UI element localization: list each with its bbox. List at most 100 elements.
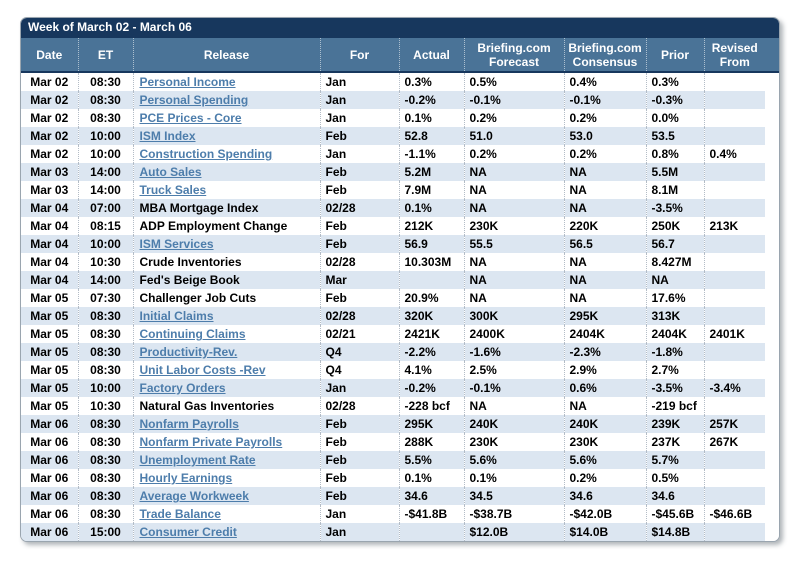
revised-cell <box>703 361 765 379</box>
table-row: Mar 02 08:30 PCE Prices - Core Jan 0.1% … <box>21 109 779 127</box>
prior-cell: -219 bcf <box>645 397 704 415</box>
actual-cell: 288K <box>398 433 464 451</box>
prior-cell: 313K <box>645 307 704 325</box>
release-cell: Factory Orders <box>132 379 320 397</box>
revised-cell <box>703 181 765 199</box>
consensus-cell: 5.6% <box>563 451 646 469</box>
release-link[interactable]: Hourly Earnings <box>139 471 233 485</box>
release-link[interactable]: Construction Spending <box>139 147 273 161</box>
consensus-cell: NA <box>563 253 646 271</box>
release-link[interactable]: Productivity-Rev. <box>139 345 238 359</box>
date-cell: Mar 05 <box>21 397 78 415</box>
et-cell: 08:30 <box>77 109 133 127</box>
actual-cell: -0.2% <box>398 91 464 109</box>
release-text: ADP Employment Change <box>139 219 288 233</box>
table-row: Mar 05 08:30 Productivity-Rev. Q4 -2.2% … <box>21 343 779 361</box>
row-spacer <box>765 325 779 343</box>
for-cell: Feb <box>319 181 399 199</box>
for-cell: 02/21 <box>319 325 399 343</box>
revised-cell <box>703 163 765 181</box>
consensus-cell: $14.0B <box>563 523 646 541</box>
release-cell: Crude Inventories <box>132 253 320 271</box>
prior-cell: 0.8% <box>645 145 704 163</box>
release-cell: Unemployment Rate <box>132 451 320 469</box>
release-link[interactable]: Nonfarm Private Payrolls <box>139 435 283 449</box>
row-spacer <box>765 469 779 487</box>
table-row: Mar 04 14:00 Fed's Beige Book Mar NA NA … <box>21 271 779 289</box>
for-cell: 02/28 <box>319 397 399 415</box>
revised-cell: -$46.6B <box>703 505 765 523</box>
release-link[interactable]: Unemployment Rate <box>139 453 256 467</box>
date-cell: Mar 05 <box>21 307 78 325</box>
release-link[interactable]: ISM Services <box>139 237 214 251</box>
prior-cell: $14.8B <box>645 523 704 541</box>
row-spacer <box>765 145 779 163</box>
forecast-cell: 0.5% <box>463 72 564 91</box>
release-link[interactable]: Nonfarm Payrolls <box>139 417 239 431</box>
prior-cell: 8.1M <box>645 181 704 199</box>
release-link[interactable]: Consumer Credit <box>139 525 237 539</box>
prior-cell: 5.5M <box>645 163 704 181</box>
release-link[interactable]: Personal Spending <box>139 93 249 107</box>
release-link[interactable]: Factory Orders <box>139 381 226 395</box>
row-spacer <box>765 271 779 289</box>
table-row: Mar 02 10:00 ISM Index Feb 52.8 51.0 53.… <box>21 127 779 145</box>
release-link[interactable]: Personal Income <box>139 75 236 89</box>
date-cell: Mar 06 <box>21 505 78 523</box>
et-cell: 08:15 <box>77 217 133 235</box>
actual-cell: 7.9M <box>398 181 464 199</box>
release-link[interactable]: PCE Prices - Core <box>139 111 242 125</box>
row-spacer <box>765 307 779 325</box>
actual-cell: 34.6 <box>398 487 464 505</box>
actual-cell: 56.9 <box>398 235 464 253</box>
release-link[interactable]: Auto Sales <box>139 165 202 179</box>
row-spacer <box>765 253 779 271</box>
col-header-date: Date <box>21 38 78 73</box>
for-cell: Feb <box>319 415 399 433</box>
row-spacer <box>765 109 779 127</box>
for-cell: Feb <box>319 127 399 145</box>
consensus-cell: -0.1% <box>563 91 646 109</box>
table-row: Mar 02 08:30 Personal Spending Jan -0.2%… <box>21 91 779 109</box>
release-link[interactable]: Average Workweek <box>139 489 249 503</box>
prior-cell: 237K <box>645 433 704 451</box>
consensus-cell: NA <box>563 397 646 415</box>
prior-cell: NA <box>645 271 704 289</box>
release-cell: ISM Services <box>132 235 320 253</box>
et-cell: 08:30 <box>77 433 133 451</box>
consensus-cell: 0.6% <box>563 379 646 397</box>
forecast-cell: 230K <box>463 433 564 451</box>
release-link[interactable]: Initial Claims <box>139 309 214 323</box>
et-cell: 08:30 <box>77 487 133 505</box>
row-spacer <box>765 415 779 433</box>
actual-cell: 2421K <box>398 325 464 343</box>
col-header-et: ET <box>77 38 133 73</box>
revised-cell <box>703 109 765 127</box>
release-link[interactable]: Unit Labor Costs -Rev <box>139 363 266 377</box>
consensus-cell: 34.6 <box>563 487 646 505</box>
consensus-cell: 295K <box>563 307 646 325</box>
table-row: Mar 06 08:30 Trade Balance Jan -$41.8B -… <box>21 505 779 523</box>
release-link[interactable]: Continuing Claims <box>139 327 246 341</box>
actual-cell: 10.303M <box>398 253 464 271</box>
table-row: Mar 05 08:30 Initial Claims 02/28 320K 3… <box>21 307 779 325</box>
forecast-cell: 0.2% <box>463 145 564 163</box>
release-link[interactable]: ISM Index <box>139 129 196 143</box>
date-cell: Mar 06 <box>21 415 78 433</box>
release-link[interactable]: Trade Balance <box>139 507 221 521</box>
actual-cell: 52.8 <box>398 127 464 145</box>
revised-cell <box>703 235 765 253</box>
for-cell: Feb <box>319 469 399 487</box>
consensus-cell: 0.2% <box>563 469 646 487</box>
actual-cell: -1.1% <box>398 145 464 163</box>
consensus-cell: NA <box>563 181 646 199</box>
row-spacer <box>765 361 779 379</box>
release-link[interactable]: Truck Sales <box>139 183 207 197</box>
date-cell: Mar 03 <box>21 181 78 199</box>
prior-cell: 239K <box>645 415 704 433</box>
prior-cell: -3.5% <box>645 379 704 397</box>
et-cell: 10:00 <box>77 379 133 397</box>
forecast-cell: 2.5% <box>463 361 564 379</box>
release-cell: Unit Labor Costs -Rev <box>132 361 320 379</box>
prior-cell: 53.5 <box>645 127 704 145</box>
